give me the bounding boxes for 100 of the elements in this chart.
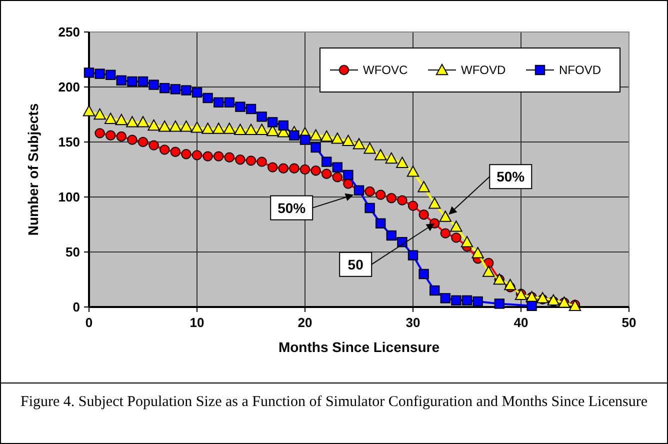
point <box>364 186 375 197</box>
point <box>158 120 171 132</box>
point <box>256 124 268 135</box>
point <box>300 164 310 175</box>
point <box>202 92 213 104</box>
annotation: 50% <box>496 168 526 185</box>
point <box>450 220 462 232</box>
point <box>472 247 484 258</box>
point <box>84 68 94 78</box>
point <box>170 84 180 94</box>
annotation: 50% <box>278 200 306 216</box>
point <box>202 151 213 162</box>
x-tick-label: 40 <box>514 315 528 330</box>
point <box>439 210 452 222</box>
point <box>94 68 105 79</box>
point <box>526 300 537 311</box>
point <box>244 124 258 135</box>
point <box>224 152 234 162</box>
point <box>190 122 204 133</box>
point <box>482 266 495 277</box>
caption: Figure 4. Subject Population Size as a Function of Simulator Configuration and Months Since Licensure <box>20 393 648 412</box>
point <box>376 190 386 200</box>
point <box>310 166 321 176</box>
point <box>408 200 418 211</box>
point <box>460 236 474 248</box>
legend-label: WFOVC <box>363 63 408 77</box>
point <box>202 122 214 134</box>
point <box>148 140 159 150</box>
point <box>148 119 160 131</box>
point <box>214 151 224 162</box>
point <box>289 130 300 140</box>
y-tick-label: 200 <box>58 80 80 94</box>
point <box>451 295 462 306</box>
point <box>332 172 342 182</box>
point <box>212 122 225 134</box>
point <box>451 232 462 243</box>
x-tick-label: 0 <box>85 315 93 330</box>
point <box>418 181 430 192</box>
y-tick-label: 0 <box>72 300 80 314</box>
point <box>235 102 246 112</box>
point <box>116 131 126 142</box>
point <box>192 150 202 160</box>
point <box>320 130 333 142</box>
x-tick-label: 20 <box>298 315 312 330</box>
y-tick-label: 50 <box>66 244 80 260</box>
point <box>169 120 182 132</box>
x-tick-label: 50 <box>622 315 636 330</box>
point <box>428 198 441 209</box>
point <box>430 285 440 296</box>
y-axis-title: Number of Subjects <box>25 103 41 236</box>
point <box>310 129 322 140</box>
point <box>127 134 138 145</box>
point <box>397 195 408 206</box>
point <box>106 70 116 80</box>
point <box>440 293 450 304</box>
point <box>418 268 429 280</box>
point <box>115 114 128 126</box>
point <box>160 83 170 94</box>
point <box>386 193 396 204</box>
point <box>310 142 321 153</box>
point <box>116 75 126 86</box>
point <box>385 152 398 164</box>
point <box>160 144 170 155</box>
point <box>127 76 138 87</box>
point <box>364 202 375 214</box>
x-axis-title: Months Since Licensure <box>278 339 440 355</box>
point <box>214 97 224 108</box>
point <box>376 218 386 228</box>
point <box>278 163 288 174</box>
y-tick-label: 150 <box>58 134 80 150</box>
point <box>332 162 342 172</box>
point <box>94 108 106 120</box>
point <box>289 163 300 174</box>
point <box>246 104 256 114</box>
y-tick-label: 100 <box>58 190 80 204</box>
x-tick-label: 30 <box>406 315 420 330</box>
point <box>418 210 429 220</box>
point <box>170 146 180 157</box>
point <box>462 295 472 306</box>
point <box>322 156 332 167</box>
point <box>472 296 483 307</box>
point <box>331 132 344 144</box>
y-tick-label: 250 <box>58 24 80 40</box>
point <box>106 130 116 140</box>
point <box>374 149 387 160</box>
point <box>300 134 310 145</box>
point <box>386 230 396 241</box>
point <box>396 156 408 168</box>
point <box>104 112 117 124</box>
point <box>408 250 418 260</box>
point <box>440 228 450 238</box>
point <box>268 162 278 172</box>
point <box>322 168 332 179</box>
point <box>82 105 96 116</box>
point <box>138 136 148 148</box>
point <box>180 120 192 132</box>
point <box>256 156 267 167</box>
point <box>343 170 354 180</box>
point <box>268 117 278 128</box>
point <box>278 120 288 131</box>
